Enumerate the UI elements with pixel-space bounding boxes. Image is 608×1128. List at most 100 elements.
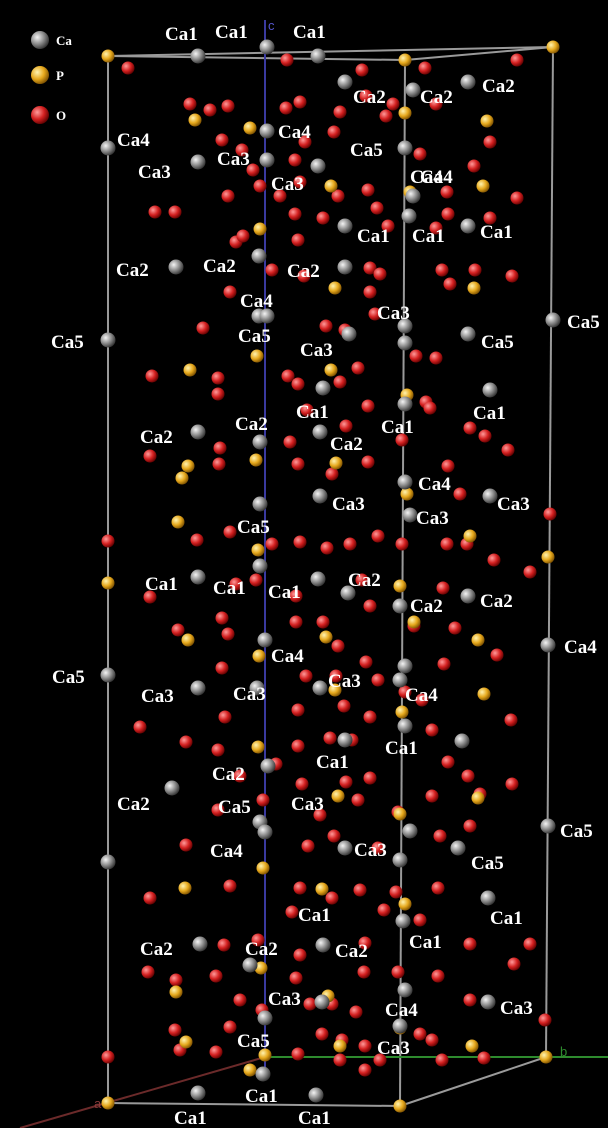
ca-atom bbox=[252, 496, 268, 512]
ca-atom bbox=[397, 335, 413, 351]
p-atom bbox=[328, 281, 342, 295]
axis-a-label: a bbox=[94, 1096, 102, 1111]
o-atom bbox=[361, 399, 375, 413]
o-atom bbox=[215, 133, 229, 147]
ca-atom bbox=[397, 718, 413, 734]
o-atom bbox=[217, 938, 231, 952]
o-atom bbox=[315, 1027, 329, 1041]
ca-atom bbox=[259, 123, 275, 139]
o-atom bbox=[211, 743, 225, 757]
p-atom bbox=[175, 471, 189, 485]
ca-atom bbox=[392, 598, 408, 614]
atom-label: Ca4 bbox=[564, 637, 597, 658]
o-atom bbox=[483, 135, 497, 149]
o-atom bbox=[211, 371, 225, 385]
o-atom bbox=[331, 639, 345, 653]
o-atom bbox=[148, 205, 162, 219]
o-atom bbox=[381, 219, 395, 233]
o-atom bbox=[196, 321, 210, 335]
o-atom bbox=[283, 435, 297, 449]
ca-atom bbox=[255, 1066, 271, 1082]
ca-atom bbox=[337, 840, 353, 856]
p-atom bbox=[393, 807, 407, 821]
o-atom bbox=[368, 307, 382, 321]
o-atom bbox=[501, 443, 515, 457]
p-atom bbox=[252, 649, 266, 663]
o-atom bbox=[415, 693, 429, 707]
o-atom bbox=[221, 189, 235, 203]
o-atom bbox=[179, 735, 193, 749]
atom-label: Ca1 bbox=[480, 222, 513, 243]
o-atom bbox=[285, 905, 299, 919]
o-atom bbox=[363, 285, 377, 299]
ca-atom bbox=[395, 913, 411, 929]
ca-atom bbox=[190, 1085, 206, 1101]
o-atom bbox=[279, 101, 293, 115]
o-atom bbox=[355, 63, 369, 77]
o-atom bbox=[425, 1033, 439, 1047]
p-atom bbox=[179, 1035, 193, 1049]
o-atom bbox=[453, 487, 467, 501]
o-atom bbox=[249, 573, 263, 587]
o-atom bbox=[505, 269, 519, 283]
p-atom bbox=[254, 961, 268, 975]
ca-atom bbox=[100, 140, 116, 156]
ca-atom bbox=[190, 424, 206, 440]
atom-label: Ca4 bbox=[420, 167, 453, 188]
o-atom bbox=[211, 803, 225, 817]
o-atom bbox=[333, 375, 347, 389]
o-atom bbox=[355, 573, 369, 587]
o-atom bbox=[325, 467, 339, 481]
atom-label: Ca1 bbox=[473, 403, 506, 424]
o-atom bbox=[337, 699, 351, 713]
atom-label: Ca2 bbox=[203, 256, 236, 277]
p-atom bbox=[181, 633, 195, 647]
atom-label: Ca1 bbox=[215, 22, 248, 43]
atom-label: Ca2 bbox=[117, 794, 150, 815]
atom-label: Ca1 bbox=[298, 905, 331, 926]
atom-label: Ca1 bbox=[213, 578, 246, 599]
o-atom bbox=[190, 533, 204, 547]
o-atom bbox=[303, 997, 317, 1011]
p-atom bbox=[169, 985, 183, 999]
p-atom bbox=[398, 897, 412, 911]
o-atom bbox=[443, 277, 457, 291]
atom-label: Ca1 bbox=[165, 24, 198, 45]
o-atom bbox=[141, 965, 155, 979]
o-atom bbox=[358, 1063, 372, 1077]
atom-label: Ca1 bbox=[268, 582, 301, 603]
atom-label: Ca1 bbox=[145, 574, 178, 595]
ca-atom bbox=[259, 152, 275, 168]
legend-o-label: O bbox=[56, 108, 66, 123]
o-atom bbox=[504, 713, 518, 727]
o-atom bbox=[339, 775, 353, 789]
o-atom bbox=[323, 731, 337, 745]
p-atom bbox=[243, 1063, 257, 1077]
o-atom bbox=[183, 97, 197, 111]
o-atom bbox=[291, 457, 305, 471]
atom-label: Ca1 bbox=[385, 738, 418, 759]
ca-atom bbox=[460, 326, 476, 342]
axis-c-label: c bbox=[268, 18, 275, 33]
p-atom bbox=[258, 1048, 272, 1062]
atom-label: Ca3 bbox=[291, 794, 324, 815]
ca-atom bbox=[460, 74, 476, 90]
o-atom bbox=[437, 657, 451, 671]
ca-atom bbox=[190, 680, 206, 696]
p-atom bbox=[188, 113, 202, 127]
atom-label: Ca2 bbox=[330, 434, 363, 455]
o-atom bbox=[179, 838, 193, 852]
o-atom bbox=[425, 789, 439, 803]
o-atom bbox=[145, 369, 159, 383]
o-atom bbox=[273, 189, 287, 203]
o-atom bbox=[320, 541, 334, 555]
atom-label: Ca3 bbox=[300, 340, 333, 361]
o-atom bbox=[293, 535, 307, 549]
p-atom bbox=[181, 459, 195, 473]
p-atom bbox=[465, 1039, 479, 1053]
o-atom bbox=[490, 648, 504, 662]
p-atom bbox=[467, 281, 481, 295]
p-atom bbox=[256, 861, 270, 875]
